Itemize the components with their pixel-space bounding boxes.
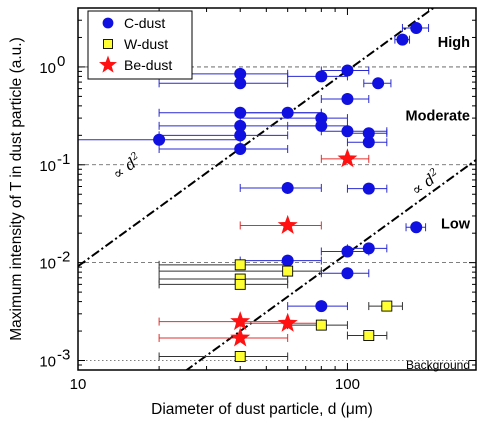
data-point-circle (372, 77, 385, 90)
trend-label-text: ∝ d2 (109, 150, 145, 183)
data-point-circle (362, 136, 375, 149)
data-point-circle (362, 127, 375, 140)
data-point-circle (341, 64, 354, 77)
plot-frame (77, 7, 477, 371)
region-label: Moderate (406, 108, 470, 124)
data-point-square (315, 319, 327, 331)
data-point-circle (315, 70, 328, 83)
data-point-circle (362, 242, 375, 255)
data-point-star (337, 148, 358, 168)
data-point-star (277, 214, 298, 234)
data-point-square (363, 330, 375, 341)
y-axis-title: Maximum intensity of T in dust particle … (8, 37, 25, 341)
data-point-circle (234, 67, 247, 80)
data-point-circle (234, 142, 247, 155)
trend-line (78, 8, 436, 268)
data-point-circle (234, 77, 247, 90)
y-tick-label: 10 (39, 256, 56, 273)
x-tick-label: 10 (70, 376, 87, 393)
data-point-circle (281, 254, 294, 267)
region-label: High (438, 35, 470, 51)
data-point-circle (281, 181, 294, 194)
data-point-circle (410, 221, 423, 234)
data-point-circle (410, 21, 423, 34)
data-point-circle (234, 106, 247, 119)
y-tick-label: 10 (39, 158, 56, 175)
legend-marker (102, 17, 114, 29)
data-point-circle (315, 300, 328, 313)
data-point-square (282, 265, 294, 277)
data-point-circle (341, 93, 354, 106)
trend-label: ∝ d2 (408, 166, 444, 199)
data-point-circle (234, 119, 247, 132)
data-point-circle (362, 182, 375, 195)
data-point-star (230, 327, 251, 347)
data-point-circle (315, 119, 328, 132)
data-point-square (381, 300, 393, 312)
data-markers (153, 21, 423, 362)
region-label: Background (406, 358, 470, 372)
data-point-star (277, 312, 298, 332)
data-point-circle (281, 106, 294, 119)
trend-line (185, 159, 476, 370)
data-point-star (230, 311, 251, 331)
x-axis-title: Diameter of dust particle, d (μm) (151, 401, 373, 418)
legend-label: C-dust (124, 15, 165, 31)
y-tick-exponent: -2 (57, 249, 70, 266)
y-tick-exponent: -1 (57, 151, 70, 168)
data-point-square (234, 278, 246, 290)
legend-marker (99, 55, 117, 73)
region-label: Low (441, 217, 471, 233)
data-point-circle (341, 267, 354, 280)
legend-label: Be-dust (124, 57, 172, 73)
legend-marker (103, 39, 113, 49)
data-point-circle (234, 129, 247, 142)
legend-label: W-dust (124, 36, 168, 52)
x-tick-label: 100 (335, 376, 360, 393)
y-tick-label: 10 (39, 60, 56, 77)
legend: C-dust W-dust Be-dust (87, 10, 193, 80)
data-point-square (234, 351, 246, 362)
data-point-circle (341, 245, 354, 258)
data-point-square (234, 259, 246, 271)
data-point-circle (153, 133, 166, 146)
y-tick-label: 10 (39, 354, 56, 371)
y-tick-exponent: 0 (57, 53, 65, 70)
trend-label: ∝ d2 (109, 150, 145, 183)
trend-label-text: ∝ d2 (408, 166, 444, 199)
y-tick-exponent: -3 (57, 347, 70, 364)
data-point-circle (341, 125, 354, 138)
data-point-circle (396, 33, 409, 46)
